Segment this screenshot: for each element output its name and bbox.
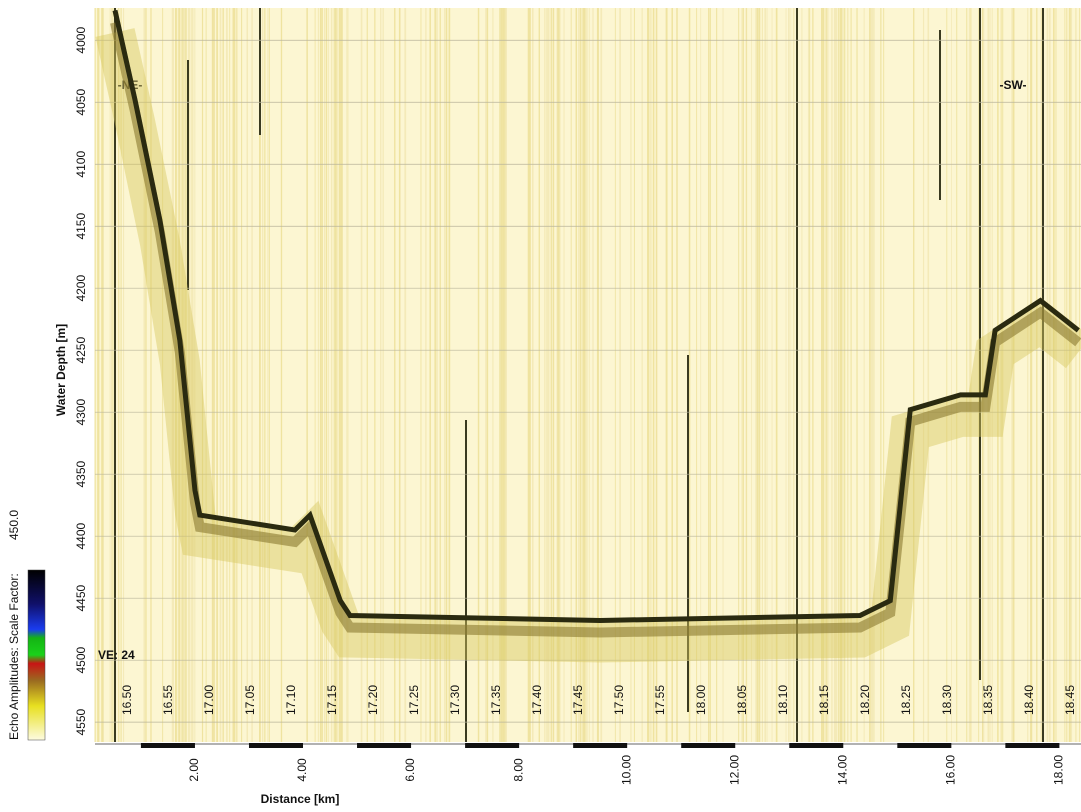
annotation: -SW- <box>999 78 1026 92</box>
y-tick-label: 4550 <box>74 708 88 735</box>
y-tick-label: 4250 <box>74 337 88 364</box>
x-tick-label: 14.00 <box>835 755 849 785</box>
x-tick-label: 12.00 <box>727 755 741 785</box>
time-label: 17.40 <box>530 685 544 715</box>
time-label: 16.55 <box>161 685 175 715</box>
time-label: 18.25 <box>899 685 913 715</box>
x-tick-block <box>789 743 844 748</box>
time-label: 17.50 <box>612 685 626 715</box>
colorbar-max: 450.0 <box>7 510 21 540</box>
x-tick-label: 10.00 <box>619 755 633 785</box>
y-tick-label: 4500 <box>74 646 88 673</box>
time-label: 18.10 <box>776 685 790 715</box>
time-label: 17.35 <box>489 685 503 715</box>
y-tick-label: 4400 <box>74 523 88 550</box>
time-label: 18.40 <box>1022 685 1036 715</box>
x-tick-label: 18.00 <box>1052 755 1066 785</box>
y-tick-label: 4450 <box>74 585 88 612</box>
time-label: 17.05 <box>243 685 257 715</box>
x-tick-block <box>897 743 952 748</box>
y-tick-label: 4300 <box>74 399 88 426</box>
x-tick-label: 8.00 <box>511 758 525 782</box>
time-label: 17.00 <box>202 685 216 715</box>
y-tick-label: 4200 <box>74 275 88 302</box>
time-label: 18.05 <box>735 685 749 715</box>
x-tick-block <box>357 743 412 748</box>
x-tick-block <box>681 743 736 748</box>
x-tick-label: 4.00 <box>295 758 309 782</box>
y-tick-label: 4000 <box>74 27 88 54</box>
time-label: 17.20 <box>366 685 380 715</box>
time-label: 18.00 <box>694 685 708 715</box>
y-tick-label: 4350 <box>74 461 88 488</box>
time-label: 18.45 <box>1063 685 1077 715</box>
time-label: 17.15 <box>325 685 339 715</box>
x-axis-label: Distance [km] <box>261 792 340 806</box>
time-label: 17.25 <box>407 685 421 715</box>
time-label: 17.10 <box>284 685 298 715</box>
y-axis-label: Water Depth [m] <box>54 324 68 416</box>
x-tick-label: 2.00 <box>187 758 201 782</box>
time-label: 18.30 <box>940 685 954 715</box>
time-label: 16.50 <box>120 685 134 715</box>
x-tick-label: 6.00 <box>403 758 417 782</box>
x-tick-block <box>248 743 304 748</box>
time-label: 17.30 <box>448 685 462 715</box>
colorbar <box>27 569 46 741</box>
colorbar-label: Echo Amplitudes: Scale Factor: <box>7 573 21 740</box>
y-tick-label: 4100 <box>74 151 88 178</box>
annotation: VE: 24 <box>98 648 135 662</box>
time-label: 18.15 <box>817 685 831 715</box>
time-label: 17.55 <box>653 685 667 715</box>
time-label: 18.35 <box>981 685 995 715</box>
time-label: 17.45 <box>571 685 585 715</box>
y-tick-label: 4050 <box>74 89 88 116</box>
y-tick-label: 4150 <box>74 213 88 240</box>
x-tick-block <box>573 743 628 748</box>
x-tick-block <box>465 743 520 748</box>
time-label: 18.20 <box>858 685 872 715</box>
seafloor <box>112 9 1080 623</box>
x-tick-block <box>140 743 195 748</box>
x-tick-label: 16.00 <box>944 755 958 785</box>
x-tick-block <box>1005 743 1060 748</box>
